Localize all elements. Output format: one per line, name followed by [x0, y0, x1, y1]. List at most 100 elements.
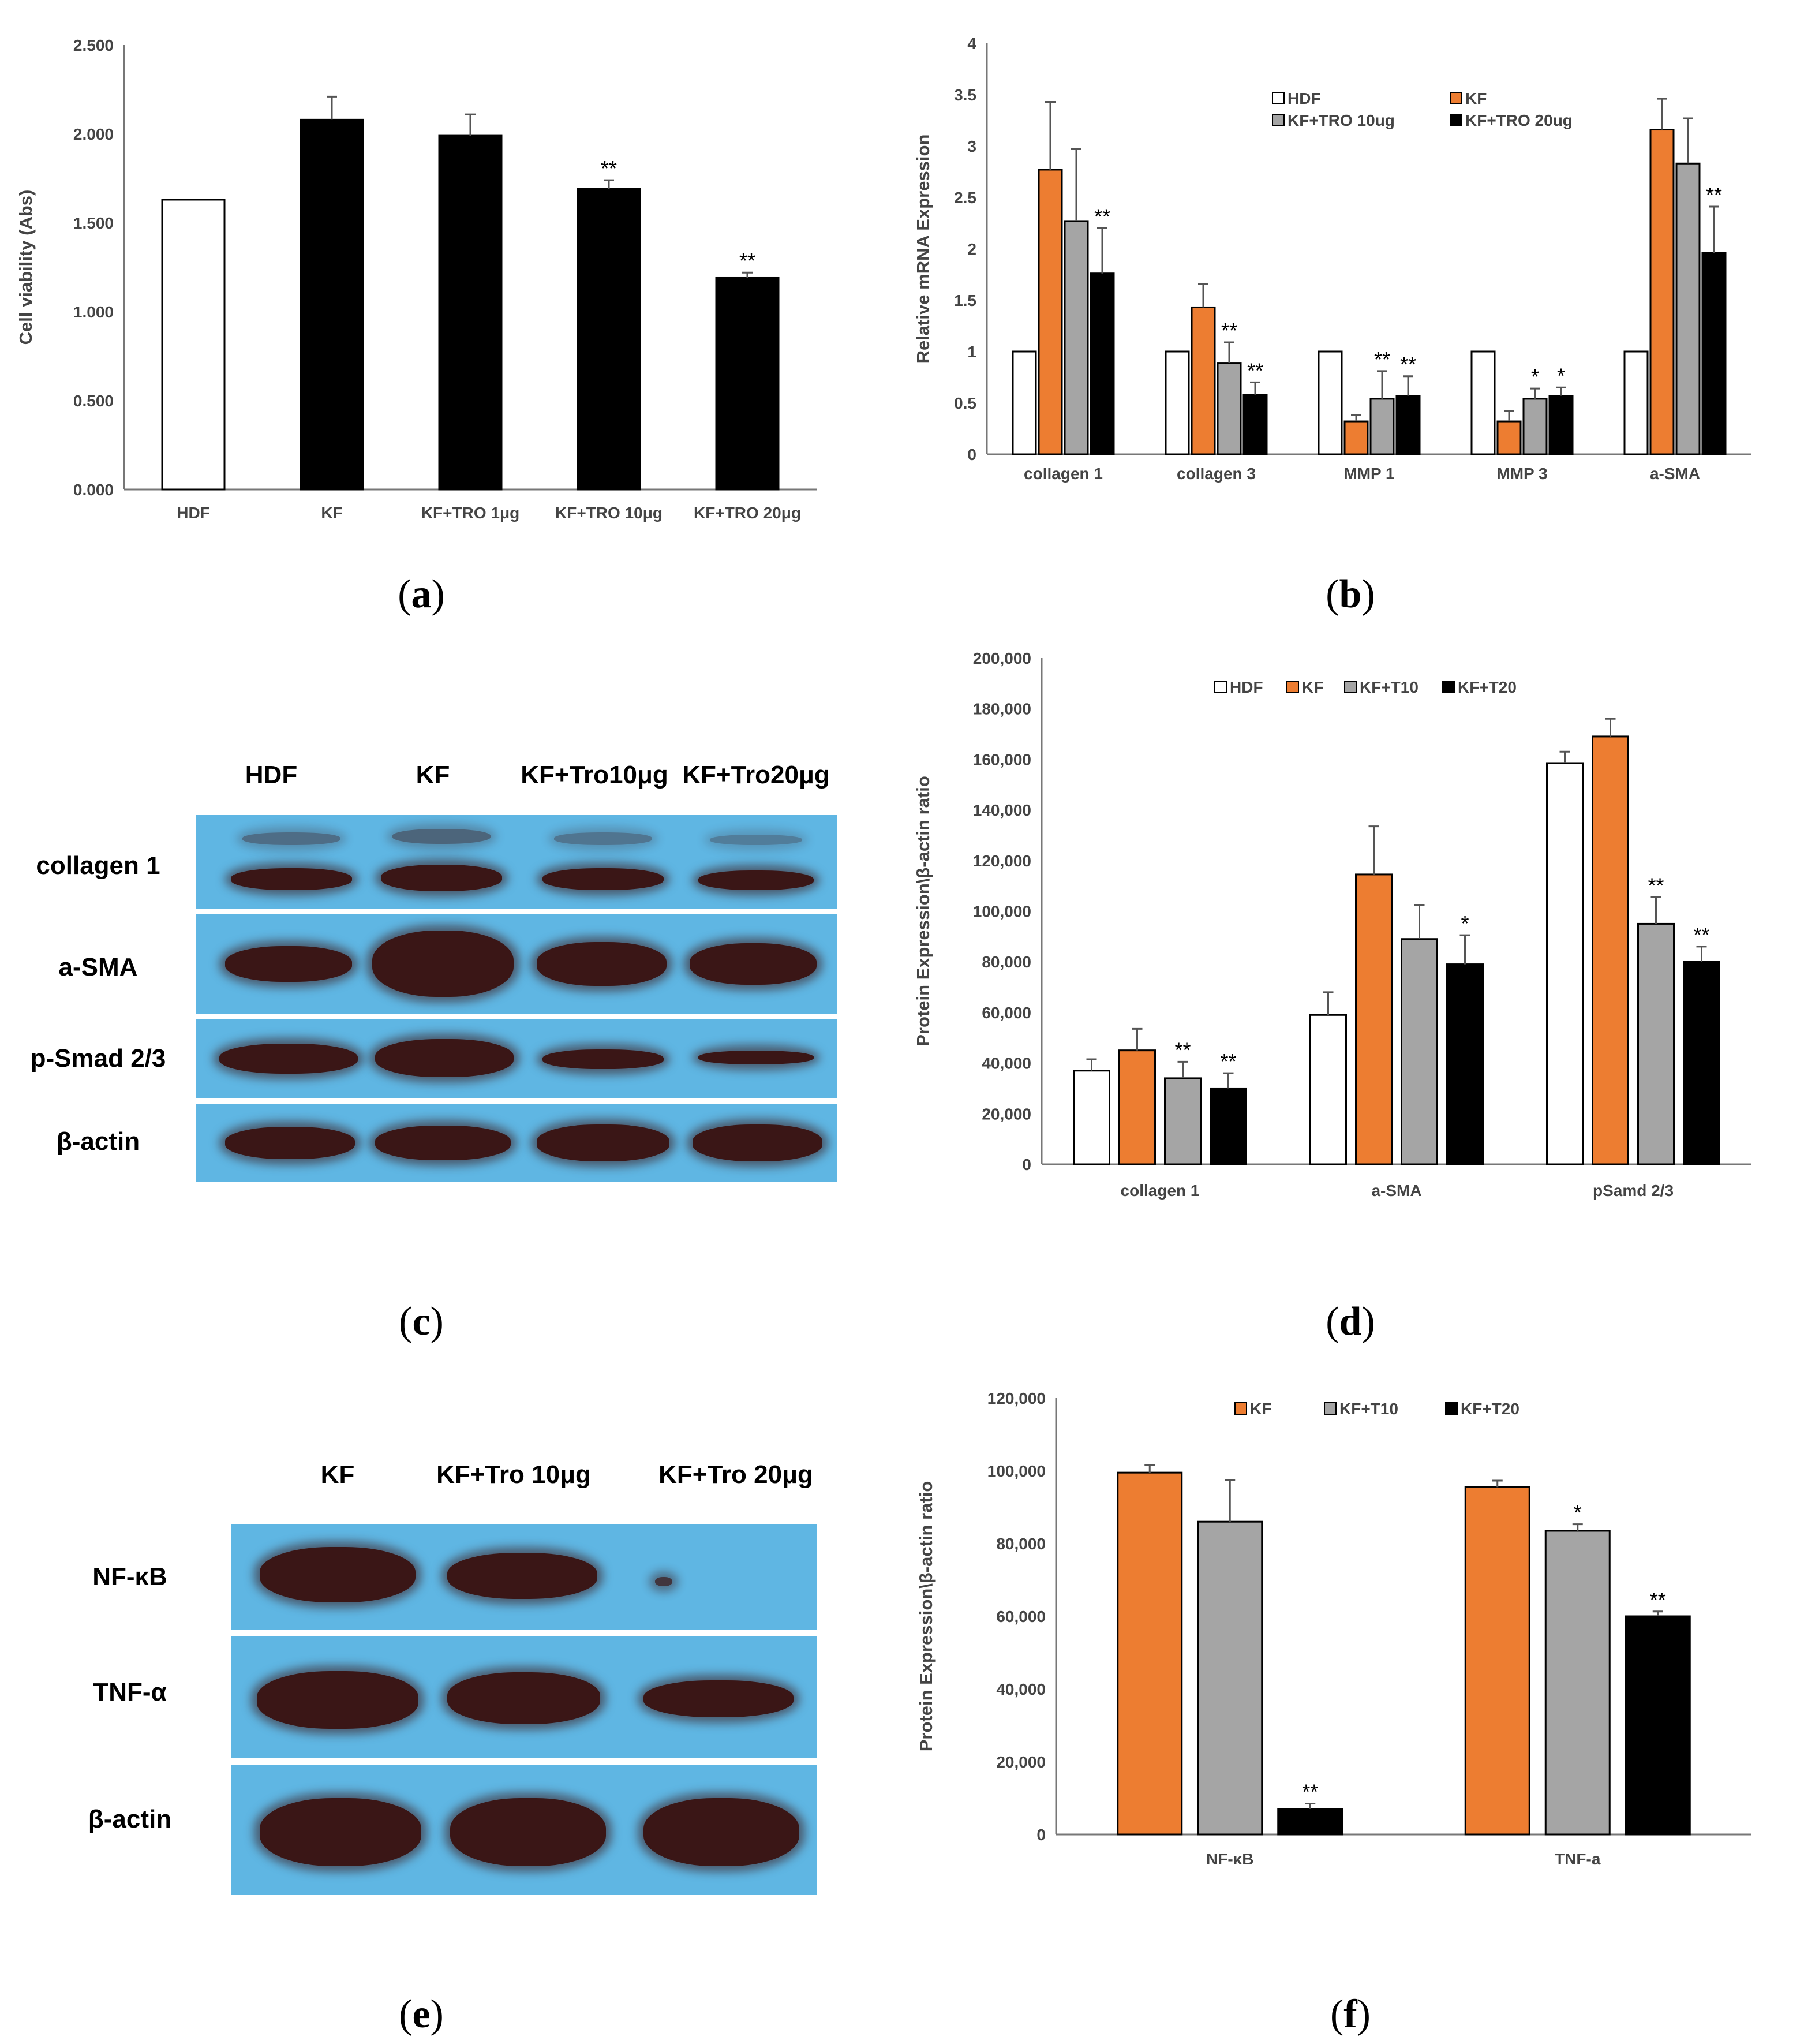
blot-c-strip-collagen1 [196, 815, 837, 909]
bar [1683, 961, 1720, 1165]
blot-c-lane-t20: KF+Tro20μg [682, 761, 830, 789]
blot-e-strip-tnfa [231, 1636, 817, 1758]
legend-label: HDF [1230, 678, 1263, 696]
band [375, 1126, 511, 1160]
panel-label-b: (b) [1326, 572, 1375, 616]
band [710, 835, 802, 845]
bar [1369, 398, 1395, 455]
bar [1496, 420, 1522, 455]
y-tick-label: 140,000 [973, 801, 1031, 819]
bar [1277, 1808, 1343, 1836]
y-tick-label: 0 [967, 446, 976, 464]
y-tick-label: 1.5 [954, 292, 976, 309]
x-category-label: collagen 3 [1177, 465, 1256, 483]
band [698, 1051, 814, 1064]
y-tick-label: 40,000 [982, 1055, 1031, 1073]
chart-f: Protein Expression\β-actin ratio 0 20,000 4… [916, 1389, 1751, 1868]
bar [1623, 350, 1649, 455]
x-category-label: HDF [177, 504, 210, 522]
legend-swatch [1450, 114, 1462, 126]
significance-marker: ** [1221, 319, 1237, 342]
blot-e-lane-t10: KF+Tro 10μg [436, 1460, 591, 1489]
significance-marker: ** [1706, 183, 1722, 207]
significance-marker: ** [1648, 873, 1664, 897]
band [643, 1798, 799, 1866]
x-category-label: KF+TRO 10μg [555, 504, 663, 522]
chart-b: Relative mRNA Expression 0 0.5 1 1.5 2 2.5 3 3.5… [913, 35, 1751, 483]
bar [161, 199, 226, 491]
bar [1675, 162, 1701, 455]
blot-c-lane-kf: KF [416, 761, 450, 789]
bar [1343, 420, 1369, 455]
panel-label-d: (d) [1326, 1299, 1375, 1344]
bar [1355, 873, 1393, 1165]
significance-marker: ** [739, 249, 755, 272]
band [447, 1672, 600, 1724]
y-tick-label: 160,000 [973, 750, 1031, 768]
bar [1164, 1077, 1202, 1165]
y-tick-label: 180,000 [973, 700, 1031, 718]
blot-e-strip-nfkb [231, 1524, 817, 1630]
x-category-label: NF-κB [1206, 1850, 1253, 1868]
y-tick-label: 4 [967, 35, 976, 53]
x-category-label: MMP 3 [1496, 465, 1547, 483]
bar [1217, 362, 1242, 455]
legend-swatch [1272, 114, 1285, 126]
band [690, 943, 817, 985]
blot-c-strip-bactin [196, 1104, 837, 1182]
legend-label: KF [1465, 89, 1487, 107]
significance-marker: ** [1094, 204, 1110, 228]
y-tick-label: 2.5 [954, 189, 976, 207]
band [542, 1049, 664, 1069]
bar [1701, 252, 1727, 455]
y-tick-label: 120,000 [973, 852, 1031, 870]
significance-marker: ** [1220, 1049, 1236, 1073]
panel-label-a: (a) [398, 572, 445, 616]
legend-label: KF [1302, 678, 1323, 696]
blot-c-lane-hdf: HDF [245, 761, 298, 789]
bar [1064, 220, 1089, 455]
bar [1548, 395, 1574, 455]
significance-marker: ** [1400, 353, 1416, 376]
bar [1165, 350, 1190, 455]
bar [1090, 272, 1115, 455]
y-tick-label: 80,000 [982, 953, 1031, 971]
band [693, 1124, 822, 1161]
y-axis-label: Relative mRNA Expression [913, 134, 933, 364]
legend-swatch [1450, 92, 1462, 104]
legend-label: HDF [1287, 89, 1321, 107]
significance-marker: * [1461, 911, 1469, 935]
y-tick-label: 60,000 [982, 1004, 1031, 1022]
y-tick-label: 2 [967, 240, 976, 258]
y-tick-label: 80,000 [996, 1535, 1046, 1553]
blot-e-row-nfkb: NF-κB [92, 1563, 167, 1591]
legend-swatch [1445, 1402, 1458, 1415]
legend-label: KF+T10 [1339, 1400, 1398, 1418]
bar [1117, 1471, 1183, 1836]
x-category-label: KF+TRO 1μg [421, 504, 519, 522]
legend-label: KF [1250, 1400, 1271, 1418]
y-tick-label: 1.000 [73, 303, 114, 321]
bar [1470, 350, 1496, 455]
legend-swatch [1272, 92, 1285, 104]
band [450, 1798, 606, 1866]
y-axis-label: Cell viability (Abs) [16, 190, 36, 345]
panel-label-f: (f) [1330, 1992, 1371, 2036]
band [537, 1124, 669, 1161]
band [260, 1798, 421, 1866]
band [372, 931, 514, 997]
legend-label: KF+T10 [1360, 678, 1419, 696]
bar [577, 188, 641, 491]
blot-c-lane-t10: KF+Tro10μg [521, 761, 668, 789]
legend-swatch [1214, 681, 1227, 693]
y-tick-label: 3.5 [954, 86, 976, 104]
y-tick-label: 2.000 [73, 125, 114, 143]
band [655, 1577, 672, 1586]
band [537, 942, 667, 986]
legend-label: KF+TRO 10ug [1287, 111, 1395, 129]
chart-a: Cell viability (Abs) 0.000 0.500 1.000 1.500… [16, 36, 817, 522]
legend-swatch [1286, 681, 1299, 693]
band [242, 832, 340, 845]
y-tick-label: 0.500 [73, 392, 114, 410]
x-category-label: KF [321, 504, 342, 522]
